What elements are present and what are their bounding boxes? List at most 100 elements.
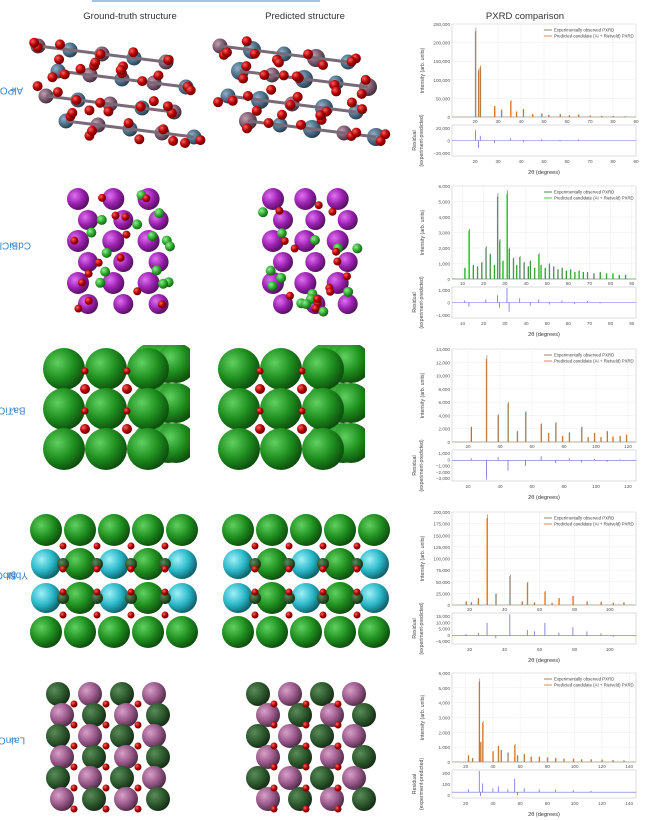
oxygen-atom bbox=[158, 124, 169, 135]
heavy-atom bbox=[262, 188, 284, 210]
y-tick-label: 8,000 bbox=[439, 387, 451, 392]
x-tick-label: 80 bbox=[545, 801, 551, 806]
oxygen-atom bbox=[134, 700, 142, 708]
lanthanum-atom bbox=[114, 703, 138, 727]
oxygen-atom bbox=[213, 97, 224, 108]
x-tick-label: 50 bbox=[545, 281, 551, 286]
strontium-atom bbox=[132, 616, 164, 648]
y-tick-label: 150,000 bbox=[433, 533, 450, 538]
lanthanum-atom bbox=[114, 787, 138, 811]
x-tick-label: 70 bbox=[587, 321, 593, 326]
x-tick-label: 80 bbox=[561, 484, 567, 489]
residual-tick-label: 0 bbox=[447, 633, 450, 638]
row-label-cdbiclo2: CdBiClO2 bbox=[0, 239, 31, 251]
oxygen-atom bbox=[278, 70, 289, 81]
oxygen-atom bbox=[319, 588, 327, 596]
oxygen-atom bbox=[375, 135, 386, 146]
oxygen-atom bbox=[270, 721, 278, 729]
oxygen-atom bbox=[162, 101, 173, 112]
x-tick-label: 120 bbox=[624, 444, 632, 449]
oxygen-atom bbox=[292, 91, 303, 102]
barium-atom bbox=[127, 428, 169, 470]
x-tick-label: 140 bbox=[625, 801, 633, 806]
oxygen-atom bbox=[122, 230, 131, 239]
oxygen-atom bbox=[134, 742, 142, 750]
oxygen-atom bbox=[59, 588, 67, 596]
indium-atom bbox=[288, 745, 312, 769]
oxygen-atom bbox=[163, 54, 174, 65]
y-tick-label: 1,000 bbox=[439, 262, 451, 267]
row-label-batio3: BaTiO3 bbox=[0, 404, 25, 416]
oxygen-atom bbox=[70, 721, 78, 729]
bond bbox=[315, 56, 349, 64]
niobium-atom bbox=[57, 558, 69, 570]
oxygen-atom bbox=[81, 407, 89, 415]
indium-atom bbox=[352, 703, 376, 727]
strontium-atom bbox=[30, 616, 62, 648]
barium-atom bbox=[127, 348, 169, 390]
barium-atom bbox=[260, 388, 302, 430]
residual-axis-sublabel: (experiment-predicted) bbox=[419, 758, 425, 810]
strontium-atom bbox=[64, 582, 96, 614]
oxygen-atom bbox=[168, 135, 179, 146]
indium-atom bbox=[82, 787, 106, 811]
oxygen-atom bbox=[302, 700, 310, 708]
strontium-atom bbox=[64, 616, 96, 648]
legend-predicted: Predicted candidate (AI + Rietveld) PXRD bbox=[554, 34, 634, 39]
lanthanum-atom bbox=[342, 766, 366, 790]
oxygen-atom bbox=[185, 85, 196, 96]
strontium-atom bbox=[358, 514, 390, 546]
x-tick-label: 60 bbox=[529, 444, 535, 449]
x-axis-label: 2θ (degrees) bbox=[528, 658, 560, 664]
lanthanum-atom bbox=[50, 787, 74, 811]
oxygen-atom bbox=[302, 763, 310, 771]
x-tick-label: 80 bbox=[608, 321, 614, 326]
legend-predicted: Predicted candidate (AI + Rietveld) PXRD bbox=[554, 683, 634, 688]
oxygen-atom bbox=[84, 296, 93, 305]
y-tick-label: 10,000 bbox=[436, 374, 450, 379]
oxygen-atom bbox=[84, 269, 93, 278]
oxygen-atom bbox=[134, 805, 142, 813]
heavy-atom bbox=[78, 210, 98, 230]
x-tick-label: 90 bbox=[633, 119, 639, 124]
oxygen-atom bbox=[353, 588, 361, 596]
pxrd-chart-alpo4: 250,000 200,000 150,000 100,000 50,000 0 20,00… bbox=[412, 22, 639, 176]
ytterbium-atom bbox=[291, 549, 321, 579]
barium-atom bbox=[85, 388, 127, 430]
barium-atom bbox=[218, 388, 260, 430]
residual-axis-label: Residual bbox=[412, 455, 418, 475]
oxygen-atom bbox=[133, 287, 142, 296]
residual-tick-label: 0 bbox=[447, 301, 450, 306]
x-tick-label: 70 bbox=[587, 119, 593, 124]
sr2ybnbo6-predicted-structure bbox=[222, 514, 390, 648]
oxygen-atom bbox=[103, 106, 114, 117]
oxygen-atom bbox=[285, 565, 293, 573]
oxygen-atom bbox=[102, 784, 110, 792]
strontium-atom bbox=[166, 616, 198, 648]
oxygen-atom bbox=[95, 97, 106, 108]
y-axis-label: Intensity (arb. units) bbox=[420, 535, 426, 581]
ytterbium-atom bbox=[291, 583, 321, 613]
oxygen-atom bbox=[334, 721, 342, 729]
oxygen-atom bbox=[285, 542, 293, 550]
niobium-atom bbox=[249, 592, 261, 604]
y-tick-label: 4,000 bbox=[439, 701, 451, 706]
oxygen-atom bbox=[123, 118, 134, 129]
oxygen-atom bbox=[302, 721, 310, 729]
y-tick-label: 3,000 bbox=[439, 231, 451, 236]
strontium-atom bbox=[64, 548, 96, 580]
chlorine-atom bbox=[318, 306, 329, 317]
laino3-predicted-structure bbox=[246, 682, 376, 813]
x-tick-label: 40 bbox=[490, 764, 496, 769]
chlorine-atom bbox=[276, 272, 287, 283]
chlorine-atom bbox=[352, 243, 363, 254]
lanthanum-atom bbox=[142, 682, 166, 706]
oxygen-atom bbox=[297, 424, 307, 434]
oxygen-atom bbox=[29, 37, 40, 48]
legend-predicted: Predicted candidate (AI + Rietveld) PXRD bbox=[554, 522, 634, 527]
oxygen-atom bbox=[87, 125, 98, 136]
oxygen-atom bbox=[353, 565, 361, 573]
x-tick-label: 40 bbox=[502, 647, 508, 652]
x-tick-label: 40 bbox=[523, 321, 529, 326]
oxygen-atom bbox=[333, 257, 342, 266]
